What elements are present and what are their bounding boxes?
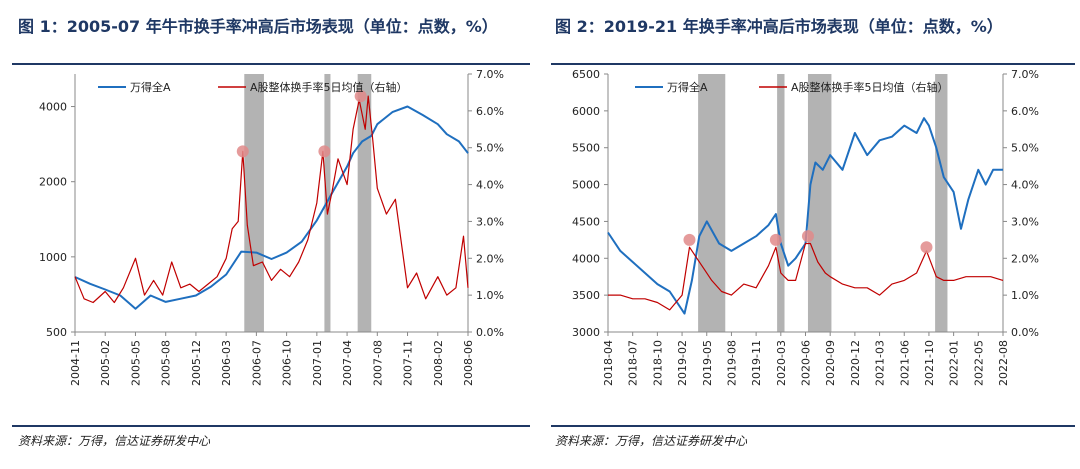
x-tick-label: 2005-05 [129, 340, 142, 386]
y-left-tick-label: 4500 [572, 215, 600, 228]
x-tick-label: 2019-11 [750, 340, 763, 386]
x-tick-label: 2006-07 [250, 340, 263, 386]
turnover-series-line [74, 95, 469, 304]
y-right-tick-label: 7.0% [476, 68, 504, 81]
y-left-tick-label: 4000 [39, 101, 67, 114]
x-tick-label: 2007-01 [311, 340, 324, 386]
peak-marker [920, 241, 933, 254]
x-tick-label: 2005-02 [99, 340, 112, 386]
y-right-tick-label: 7.0% [1011, 68, 1039, 81]
x-tick-label: 2022-01 [948, 340, 961, 386]
y-left-tick-label: 4000 [572, 252, 600, 265]
x-tick-label: 2018-04 [602, 340, 615, 386]
x-tick-label: 2018-07 [627, 340, 640, 386]
source-rule [12, 425, 530, 427]
y-right-tick-label: 0.0% [476, 326, 504, 339]
y-left-tick-label: 3500 [572, 289, 600, 302]
highlight-band [777, 74, 785, 332]
index-series-line [607, 117, 1003, 315]
x-tick-label: 2007-11 [402, 340, 415, 386]
peak-marker [801, 230, 814, 243]
x-tick-label: 2004-11 [69, 340, 82, 386]
legend: 万得全A A股整体换手率5日均值（右轴） [635, 80, 949, 94]
peak-marker [769, 233, 782, 246]
legend-label: A股整体换手率5日均值（右轴） [791, 80, 949, 94]
y-left-tick-label: 6500 [572, 68, 600, 81]
x-tick-label: 2020-03 [775, 340, 788, 386]
x-tick-label: 2007-04 [341, 340, 354, 386]
x-tick-label: 2019-08 [725, 340, 738, 386]
turnover-chart-2019-21: 3000 3500 4000 4500 5000 5500 6000 6500 0.0% 1.0%… [572, 68, 1039, 386]
y-right-tick-label: 2.0% [1011, 252, 1039, 265]
legend: 万得全A A股整体换手率5日均值（右轴） [98, 80, 408, 94]
y-right-tick-label: 0.0% [1011, 326, 1039, 339]
title-rule [12, 63, 530, 65]
peak-marker [236, 145, 249, 158]
highlight-band [244, 74, 264, 332]
x-tick-label: 2022-05 [972, 340, 985, 386]
x-tick-label: 2021-06 [898, 340, 911, 386]
chart-panel-left: 图 1：2005-07 年牛市换手率冲高后市场表现（单位：点数，%） 500 10… [12, 17, 530, 448]
peak-marker [683, 233, 696, 246]
y-right-tick-label: 5.0% [1011, 142, 1039, 155]
source-note: 资料来源：万得，信达证券研发中心 [18, 434, 211, 448]
peak-marker [318, 145, 331, 158]
index-series-line [74, 105, 469, 310]
chart-title: 图 1：2005-07 年牛市换手率冲高后市场表现（单位：点数，%） [18, 17, 498, 36]
x-tick-label: 2005-08 [160, 340, 173, 386]
y-right-tick-label: 3.0% [476, 215, 504, 228]
y-right-tick-label: 6.0% [1011, 105, 1039, 118]
y-right-tick-label: 2.0% [476, 252, 504, 265]
y-left-tick-label: 5000 [572, 179, 600, 192]
x-tick-label: 2006-03 [220, 340, 233, 386]
y-right-tick-label: 3.0% [1011, 215, 1039, 228]
x-tick-label: 2005-12 [190, 340, 203, 386]
x-tick-label: 2019-02 [676, 340, 689, 386]
y-left-tick-label: 1000 [39, 251, 67, 264]
x-tick-label: 2007-08 [371, 340, 384, 386]
source-note: 资料来源：万得，信达证券研发中心 [555, 434, 748, 448]
legend-label: A股整体换手率5日均值（右轴） [250, 80, 408, 94]
y-left-tick-label: 2000 [39, 176, 67, 189]
x-tick-label: 2006-10 [281, 340, 294, 386]
y-right-tick-label: 1.0% [476, 289, 504, 302]
y-left-tick-label: 5500 [572, 142, 600, 155]
x-tick-label: 2021-03 [874, 340, 887, 386]
y-right-tick-label: 6.0% [476, 105, 504, 118]
x-tick-label: 2020-06 [800, 340, 813, 386]
peak-marker [354, 90, 367, 103]
highlight-band [698, 74, 726, 332]
x-tick-label: 2020-09 [824, 340, 837, 386]
y-right-tick-label: 4.0% [476, 179, 504, 192]
highlight-band [807, 74, 832, 332]
x-tick-label: 2022-08 [997, 340, 1010, 386]
turnover-chart-2005-07: 500 1000 2000 4000 0.0% 1.0% 2.0% 3.0% 4.0% 5.0% 6… [39, 68, 504, 386]
legend-label: 万得全A [667, 80, 708, 94]
x-tick-label: 2008-06 [462, 340, 475, 386]
y-right-tick-label: 5.0% [476, 142, 504, 155]
highlight-band [935, 74, 948, 332]
x-tick-label: 2018-10 [651, 340, 664, 386]
x-tick-label: 2021-10 [923, 340, 936, 386]
x-tick-label: 2020-12 [849, 340, 862, 386]
source-rule [551, 425, 1075, 427]
highlight-band [357, 74, 372, 332]
y-left-tick-label: 500 [46, 326, 67, 339]
y-left-tick-label: 6000 [572, 105, 600, 118]
y-left-tick-label: 3000 [572, 326, 600, 339]
chart-panel-right: 图 2：2019-21 年换手率冲高后市场表现（单位：点数，%） 3000 350… [545, 0, 1080, 469]
turnover-series-line [608, 242, 1004, 311]
legend-label: 万得全A [130, 80, 171, 94]
x-tick-label: 2019-05 [701, 340, 714, 386]
chart-title: 图 2：2019-21 年换手率冲高后市场表现（单位：点数，%） [555, 17, 1003, 36]
title-rule [551, 63, 1075, 65]
x-tick-label: 2008-02 [432, 340, 445, 386]
y-right-tick-label: 1.0% [1011, 289, 1039, 302]
y-right-tick-label: 4.0% [1011, 179, 1039, 192]
